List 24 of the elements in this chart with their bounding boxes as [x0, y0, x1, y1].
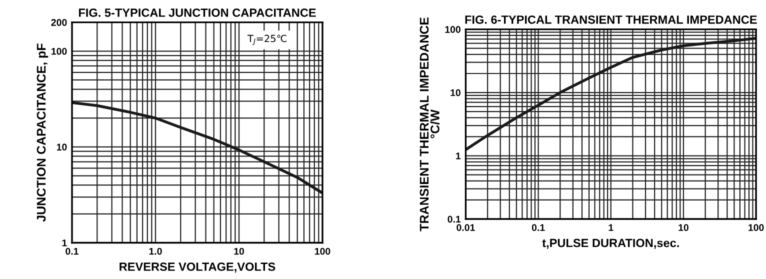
y-tick-label: 10 [450, 89, 460, 96]
x-tick-label: 1 [608, 224, 614, 231]
y-tick-label: 1 [62, 240, 67, 246]
x-axis-title: t,PULSE DURATION,sec. [542, 238, 679, 249]
x-tick-label: 10 [234, 248, 244, 255]
x-tick-label: 100 [748, 224, 764, 232]
y-tick-label: 100 [445, 26, 460, 33]
y-tick-label: 10 [56, 144, 67, 151]
annotation: T$_{J}$=25℃ [247, 34, 287, 45]
x-tick-label: 0.1 [532, 224, 545, 232]
y-axis-title: JUNCTION CAPACITANCE, pF [36, 44, 48, 222]
y-tick-label: 100 [52, 48, 67, 55]
y-tick-label: 0.1 [448, 216, 461, 223]
y-tick-label: 1 [456, 152, 461, 160]
x-axis-title: REVERSE VOLTAGE,VOLTS [120, 262, 276, 273]
chart-title: FIG. 6-TYPICAL TRANSIENT THERMAL IMPEDANCE [465, 15, 757, 24]
chart-title: FIG. 5-TYPICAL JUNCTION CAPACITANCE [78, 8, 316, 17]
x-tick-label: 0.1 [66, 248, 78, 255]
x-tick-label: 1.0 [149, 248, 162, 255]
x-tick-label: 0.01 [456, 224, 475, 232]
y-tick-label: 200 [51, 19, 67, 26]
y-axis-title: TRANSIENT THERMAL IMPEDANCE °C/W [420, 17, 440, 232]
x-tick-label: 100 [314, 248, 330, 255]
x-tick-label: 10 [678, 224, 688, 232]
